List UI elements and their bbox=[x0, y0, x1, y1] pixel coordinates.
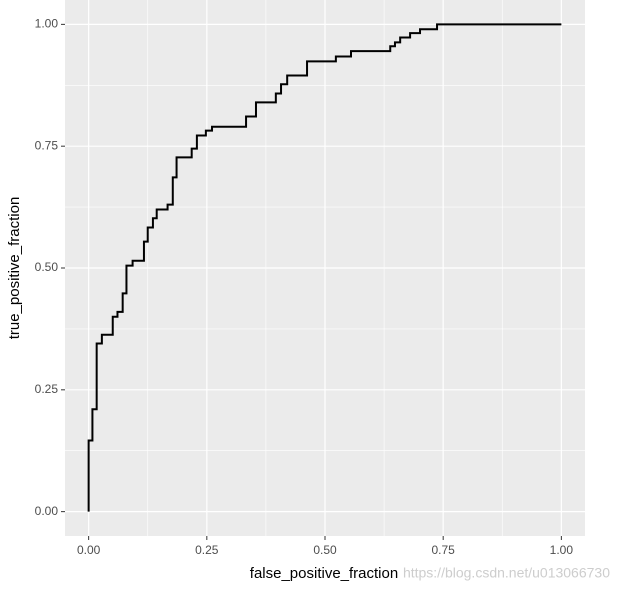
y-tick-label: 0.75 bbox=[35, 138, 59, 152]
y-tick-label: 0.50 bbox=[35, 260, 59, 274]
watermark: https://blog.csdn.net/u013066730 bbox=[403, 565, 610, 581]
x-tick-label: 0.50 bbox=[313, 543, 337, 557]
x-axis-title: false_positive_fraction bbox=[250, 565, 398, 582]
x-tick-label: 1.00 bbox=[550, 543, 574, 557]
y-tick-label: 0.00 bbox=[35, 504, 59, 518]
grid bbox=[65, 0, 585, 536]
marks bbox=[87, 23, 562, 512]
x-tick-label: 0.75 bbox=[432, 543, 456, 557]
x-tick-label: 0.00 bbox=[77, 543, 101, 557]
roc-curve bbox=[87, 23, 562, 512]
y-tick-label: 1.00 bbox=[35, 17, 59, 31]
y-tick-label: 0.25 bbox=[35, 382, 59, 396]
x-tick-label: 0.25 bbox=[195, 543, 219, 557]
y-axis-title: true_positive_fraction bbox=[6, 197, 23, 340]
